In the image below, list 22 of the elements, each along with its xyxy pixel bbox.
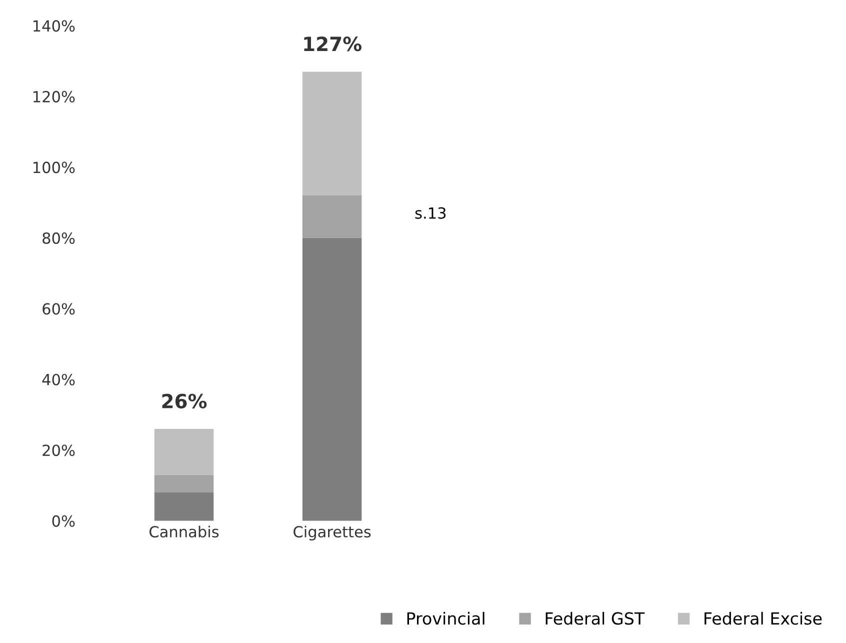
- total-label: 127%: [304, 36, 362, 52]
- y-tick-label: 100%: [34, 162, 75, 174]
- y-tick-label: 80%: [42, 232, 75, 244]
- bar: [154, 492, 214, 521]
- y-tick-label: 20%: [42, 444, 75, 456]
- legend-label: Federal GST: [546, 612, 645, 625]
- legend-label: Provincial: [407, 612, 484, 625]
- bar: [302, 195, 362, 238]
- x-tick-label: Cannabis: [150, 526, 219, 538]
- legend-label: Federal Excise: [704, 612, 822, 625]
- text: s.13: [415, 207, 446, 219]
- y-tick-label: 120%: [34, 90, 75, 102]
- y-tick-label: 140%: [34, 20, 75, 32]
- bar: [302, 72, 362, 196]
- y-tick-label: 0%: [52, 515, 75, 527]
- y-tick-label: 40%: [42, 374, 75, 386]
- bar: [154, 428, 214, 475]
- total-label: 26%: [162, 394, 207, 408]
- x-tick-label: Cigarettes: [294, 526, 371, 540]
- bar: [302, 238, 362, 521]
- y-tick-label: 60%: [42, 303, 75, 315]
- bar: [154, 474, 214, 493]
